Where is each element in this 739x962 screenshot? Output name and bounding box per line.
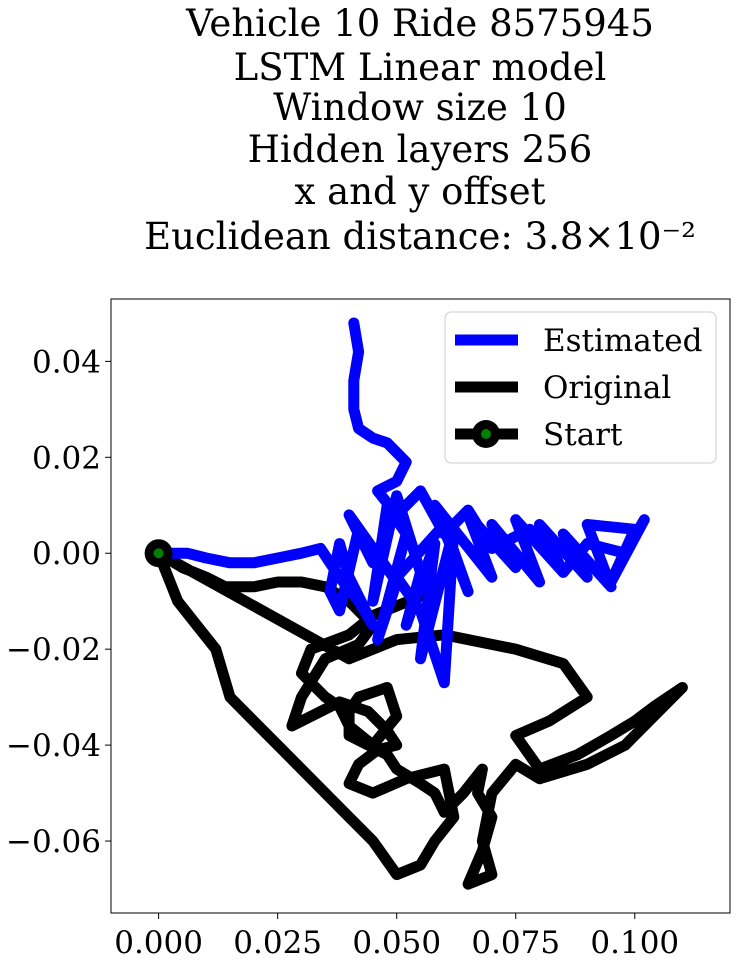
x-tick-label: 0.100 <box>590 925 679 961</box>
legend-label-start: Start <box>543 417 623 453</box>
y-tick-label: 0.04 <box>32 344 101 380</box>
title-line-1: Vehicle 10 Ride 8575945 <box>185 2 654 45</box>
start-marker-center <box>153 548 164 559</box>
legend: Estimated Original Start <box>444 311 717 464</box>
x-axis-ticks: 0.000 0.025 0.050 0.075 0.100 <box>114 913 679 961</box>
title-line-5: x and y offset <box>295 170 546 213</box>
x-tick-label: 0.000 <box>114 925 203 961</box>
plot-frame <box>110 298 731 914</box>
title-line-3: Window size 10 <box>273 86 567 129</box>
legend-label-estimated: Estimated <box>543 323 702 359</box>
x-tick-label: 0.025 <box>233 925 322 961</box>
title-line-6: Euclidean distance: 3.8×10⁻² <box>144 215 696 258</box>
series-line-estimated <box>153 317 650 689</box>
y-axis-ticks: −0.06 −0.04 −0.02 0.00 0.02 0.04 <box>6 344 111 860</box>
legend-start-marker-center <box>481 429 491 439</box>
y-tick-label: −0.02 <box>6 632 101 668</box>
x-tick-label: 0.050 <box>352 925 441 961</box>
series-layer <box>144 317 688 890</box>
legend-box <box>444 311 717 464</box>
y-tick-label: −0.06 <box>6 824 101 860</box>
x-tick-label: 0.075 <box>471 925 560 961</box>
y-tick-label: 0.00 <box>32 536 101 572</box>
legend-label-original: Original <box>543 370 671 406</box>
series-line-original <box>153 547 688 890</box>
title-line-2: LSTM Linear model <box>234 46 607 89</box>
y-tick-label: 0.02 <box>32 440 101 476</box>
title-line-4: Hidden layers 256 <box>248 128 593 171</box>
y-tick-label: −0.04 <box>6 728 101 764</box>
